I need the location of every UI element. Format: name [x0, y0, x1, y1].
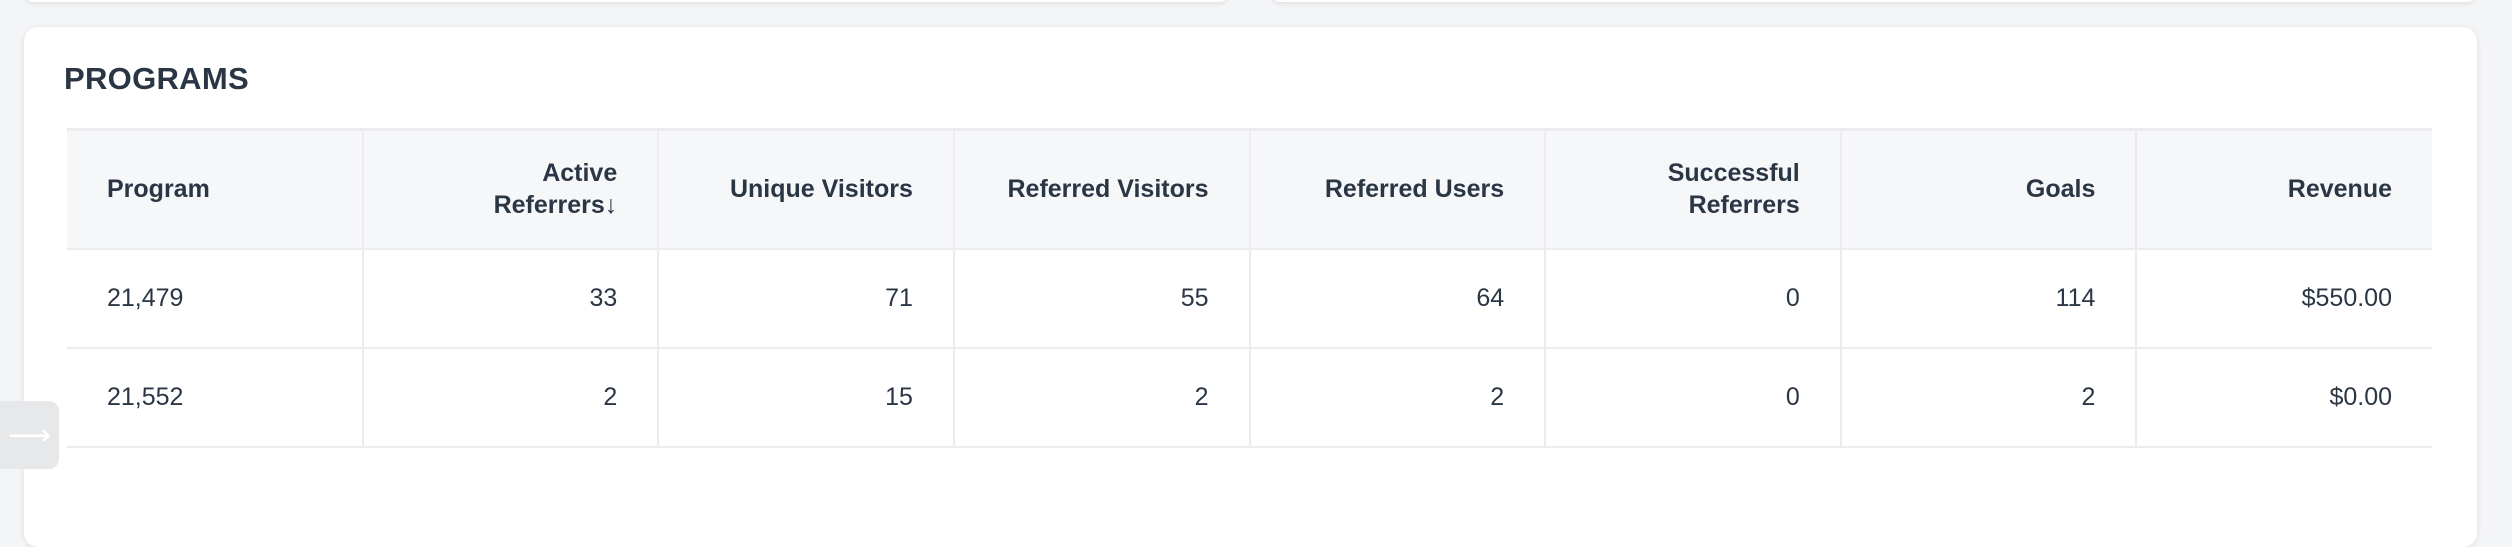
column-header-successful-referrers[interactable]: Successful Referrers: [1544, 128, 1842, 250]
programs-title: PROGRAMS: [64, 61, 249, 96]
cell-program: 21,552: [67, 346, 364, 448]
column-header-unique-visitors[interactable]: Unique Visitors: [657, 128, 955, 250]
cell-successful-referrers: 0: [1544, 346, 1842, 448]
top-left-card: [24, 0, 1230, 2]
expand-sidebar-button[interactable]: ⟶: [0, 401, 59, 469]
cell-revenue: $550.00: [2135, 247, 2432, 349]
top-right-card: [1270, 0, 2477, 2]
cell-goals: 2: [1839, 346, 2138, 448]
programs-card: PROGRAMS Program Active Referrers↓ Uniqu…: [24, 27, 2477, 547]
table-row[interactable]: 21,479 33 71 55 64 0 114 $550.00: [67, 247, 2432, 349]
column-header-referred-users[interactable]: Referred Users: [1248, 128, 1547, 250]
cell-program: 21,479: [67, 247, 364, 349]
column-header-goals[interactable]: Goals: [1839, 128, 2138, 250]
column-header-referred-visitors[interactable]: Referred Visitors: [952, 128, 1251, 250]
cell-referred-users: 64: [1248, 247, 1547, 349]
column-header-revenue[interactable]: Revenue: [2135, 128, 2432, 250]
cell-revenue: $0.00: [2135, 346, 2432, 448]
cell-referred-users: 2: [1248, 346, 1547, 448]
cell-referred-visitors: 55: [952, 247, 1251, 349]
cell-active-referrers: 2: [361, 346, 660, 448]
cell-successful-referrers: 0: [1544, 247, 1842, 349]
programs-table: Program Active Referrers↓ Unique Visitor…: [67, 128, 2432, 448]
table-header-row: Program Active Referrers↓ Unique Visitor…: [67, 128, 2432, 250]
cell-goals: 114: [1839, 247, 2138, 349]
cell-unique-visitors: 15: [657, 346, 955, 448]
table-row[interactable]: 21,552 2 15 2 2 0 2 $0.00: [67, 346, 2432, 448]
column-header-active-referrers[interactable]: Active Referrers↓: [361, 128, 660, 250]
arrow-right-icon: ⟶: [7, 418, 51, 452]
cell-active-referrers: 33: [361, 247, 660, 349]
cell-unique-visitors: 71: [657, 247, 955, 349]
cell-referred-visitors: 2: [952, 346, 1251, 448]
column-header-program[interactable]: Program: [67, 128, 364, 250]
